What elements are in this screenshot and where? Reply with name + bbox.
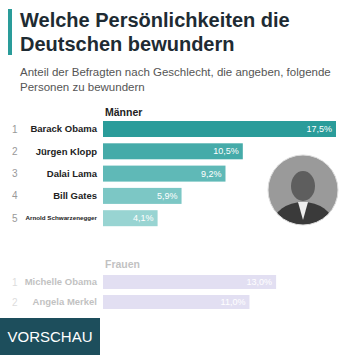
data-label: 11,0% [221, 297, 246, 307]
category-label: Barack Obama [30, 123, 97, 134]
bar [103, 188, 182, 204]
data-label: 4,1% [133, 213, 154, 223]
bar [103, 143, 243, 159]
category-label: Dalai Lama [47, 168, 98, 179]
title: Welche Persönlichkeiten dieDeutschen bew… [20, 9, 290, 55]
portrait-bg [267, 154, 339, 226]
badge-bg [0, 318, 100, 355]
portrait-collar [298, 202, 308, 220]
text-line: Personen zu bewundern [20, 81, 145, 93]
data-label: 17,5% [306, 124, 332, 134]
bars [103, 275, 276, 309]
rank: 2 [12, 146, 18, 157]
category-label: Jürgen Klopp [36, 146, 97, 157]
bar [103, 121, 336, 137]
section-label: Männer [105, 106, 142, 118]
category-label: Michelle Obama [25, 276, 98, 287]
rank: 3 [12, 168, 18, 179]
text-line: Anteil der Befragten nach Geschlecht, di… [20, 66, 331, 78]
badge: VORSCHAU [7, 328, 92, 345]
bar [103, 166, 225, 182]
bars [103, 121, 336, 226]
section-label: Frauen [105, 258, 140, 270]
portrait-border [268, 155, 338, 225]
portrait [267, 154, 339, 246]
data-label: 13,0% [247, 277, 273, 287]
data-label: 9,2% [201, 169, 222, 179]
rank: 1 [12, 277, 18, 288]
chart-root: Welche Persönlichkeiten dieDeutschen bew… [0, 0, 355, 355]
category-label: Bill Gates [53, 190, 97, 201]
bar [103, 275, 276, 289]
bar-chart: Frauen 13,0%11,0% 1 2 Michelle Obama Angela M… [12, 258, 276, 309]
subtitle: Anteil der Befragten nach Geschlecht, di… [20, 66, 331, 93]
rank: 5 [12, 213, 18, 224]
portrait-ring [267, 154, 339, 226]
data-label: 5,9% [157, 191, 178, 201]
portrait-body [273, 202, 333, 246]
portrait-head [291, 171, 315, 201]
category-label: Arnold Schwarzenegger [25, 214, 97, 221]
text-line: Welche Persönlichkeiten die [20, 9, 290, 31]
rank: 4 [12, 190, 18, 201]
text-line: Deutschen bewundern [20, 33, 234, 55]
bar [103, 295, 249, 309]
portrait-image [267, 154, 339, 246]
data-label: 10,5% [213, 146, 239, 156]
category-label: Angela Merkel [33, 296, 97, 307]
accent-bar [8, 9, 12, 55]
bar [103, 210, 158, 226]
rank: 1 [12, 124, 18, 135]
rank: 2 [12, 297, 18, 308]
